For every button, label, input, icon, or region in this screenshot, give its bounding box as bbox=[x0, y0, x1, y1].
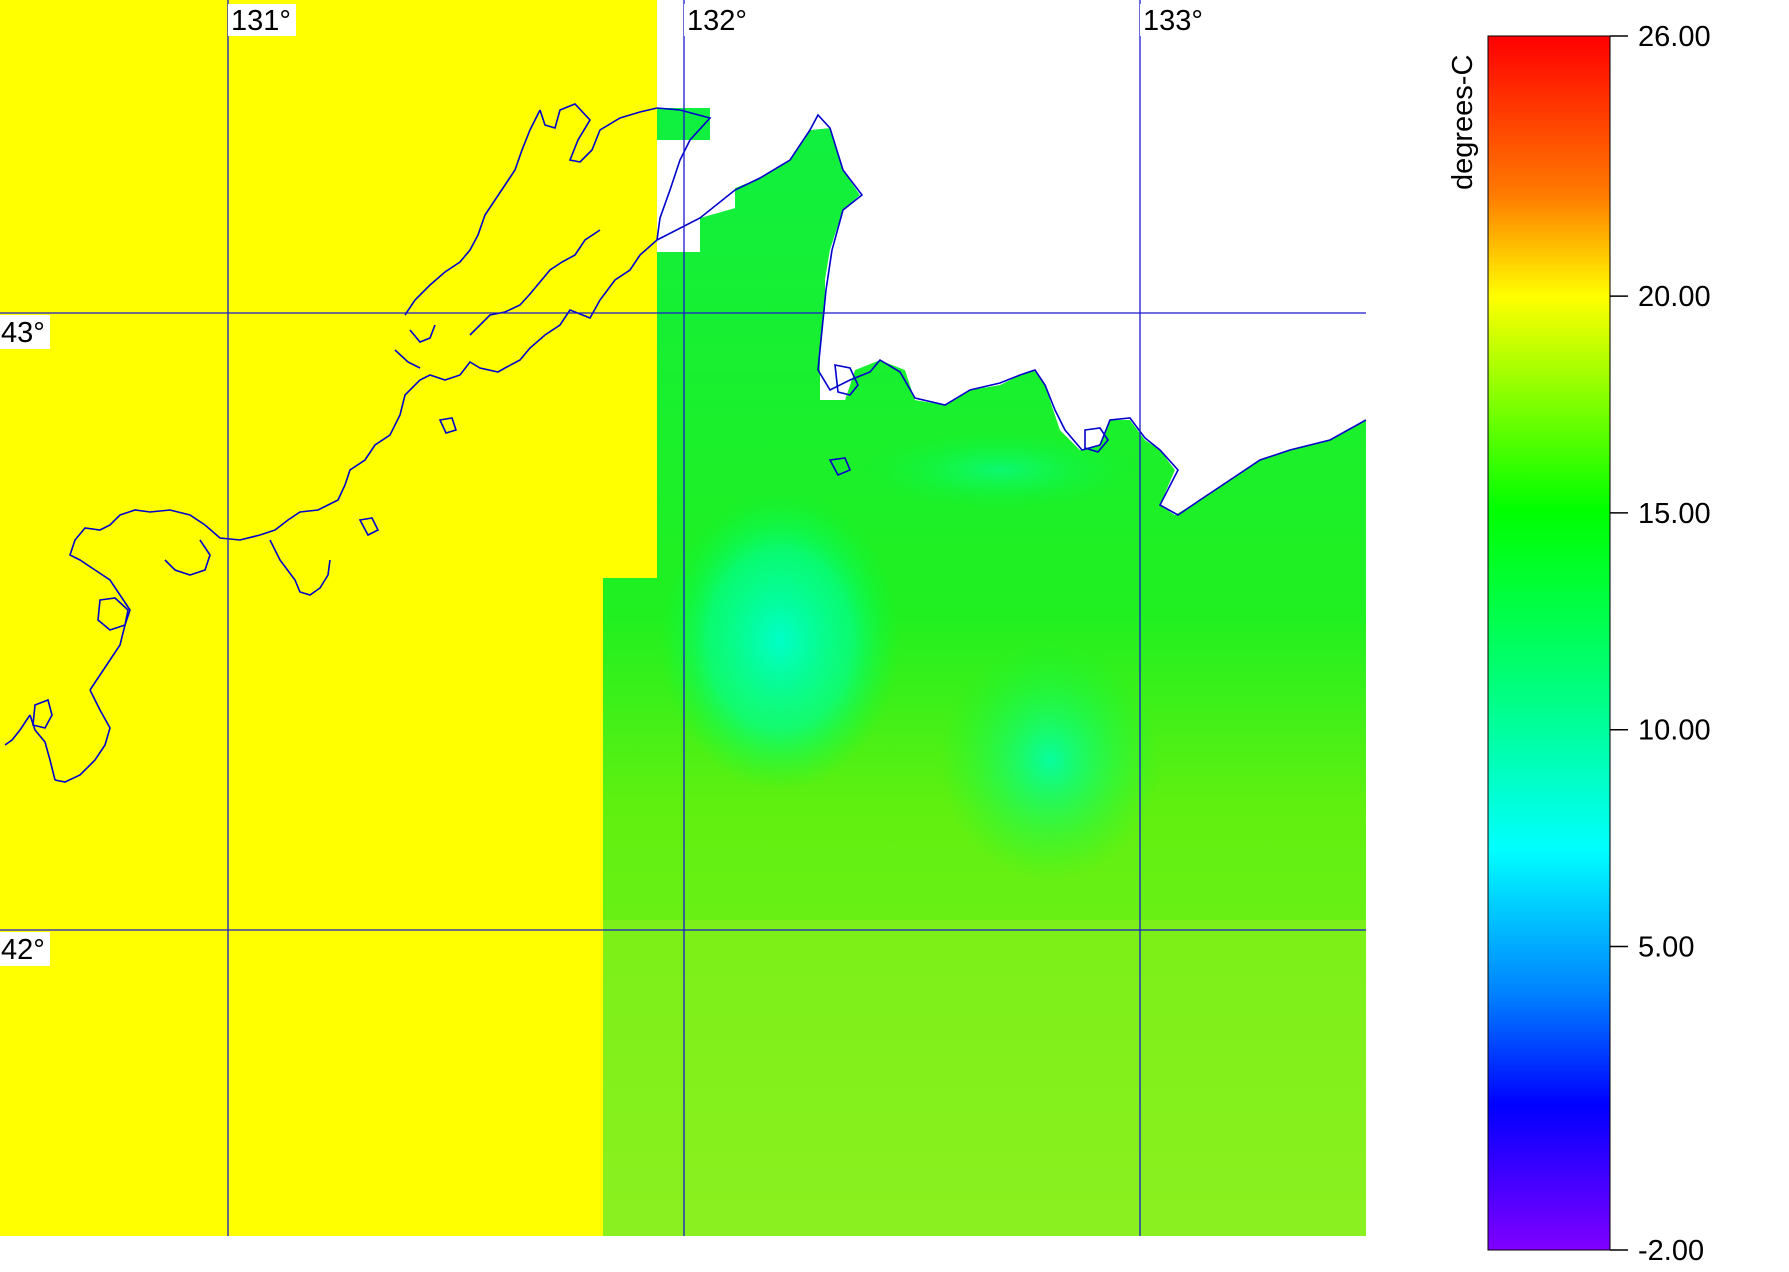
colorbar-unit-label: degrees-C bbox=[1447, 55, 1479, 190]
latitude-label-43: 43° bbox=[1, 317, 45, 349]
coastal-cool-strip bbox=[860, 430, 1140, 510]
warm-south-band bbox=[603, 920, 1366, 1236]
longitude-labels: 131° 132° 133° bbox=[228, 4, 1212, 37]
land-mask-area-lower bbox=[0, 578, 603, 1236]
latitude-labels: 43° 42° bbox=[0, 315, 50, 966]
colorbar-tick-label: -2.00 bbox=[1638, 1235, 1704, 1267]
colorbar-tick-label: 20.00 bbox=[1638, 281, 1711, 313]
longitude-label-131: 131° bbox=[231, 5, 291, 37]
coastline bbox=[4, 103, 1366, 783]
latitude-label-42: 42° bbox=[1, 934, 45, 966]
colorbar-tick-label: 5.00 bbox=[1638, 932, 1694, 964]
longitude-label-133: 133° bbox=[1143, 5, 1203, 37]
cool-water-patch-center bbox=[940, 640, 1160, 880]
colorbar-tick-label: 10.00 bbox=[1638, 715, 1711, 747]
colorbar-ticks: 26.00 20.00 15.00 10.00 5.00 -2.00 bbox=[1610, 21, 1711, 1267]
colorbar-tick-label: 15.00 bbox=[1638, 498, 1711, 530]
map-panel bbox=[0, 0, 1366, 1236]
colorbar-tick-label: 26.00 bbox=[1638, 21, 1711, 53]
graticule bbox=[0, 0, 1366, 1236]
colorbar: degrees-C 26.00 20.00 15.00 10.00 5.00 -2.00 bbox=[1447, 21, 1711, 1267]
no-data-region-north bbox=[657, 0, 1366, 515]
colorbar-gradient bbox=[1487, 35, 1611, 1251]
longitude-label-132: 132° bbox=[687, 5, 747, 37]
cool-water-patch-west bbox=[660, 490, 900, 790]
